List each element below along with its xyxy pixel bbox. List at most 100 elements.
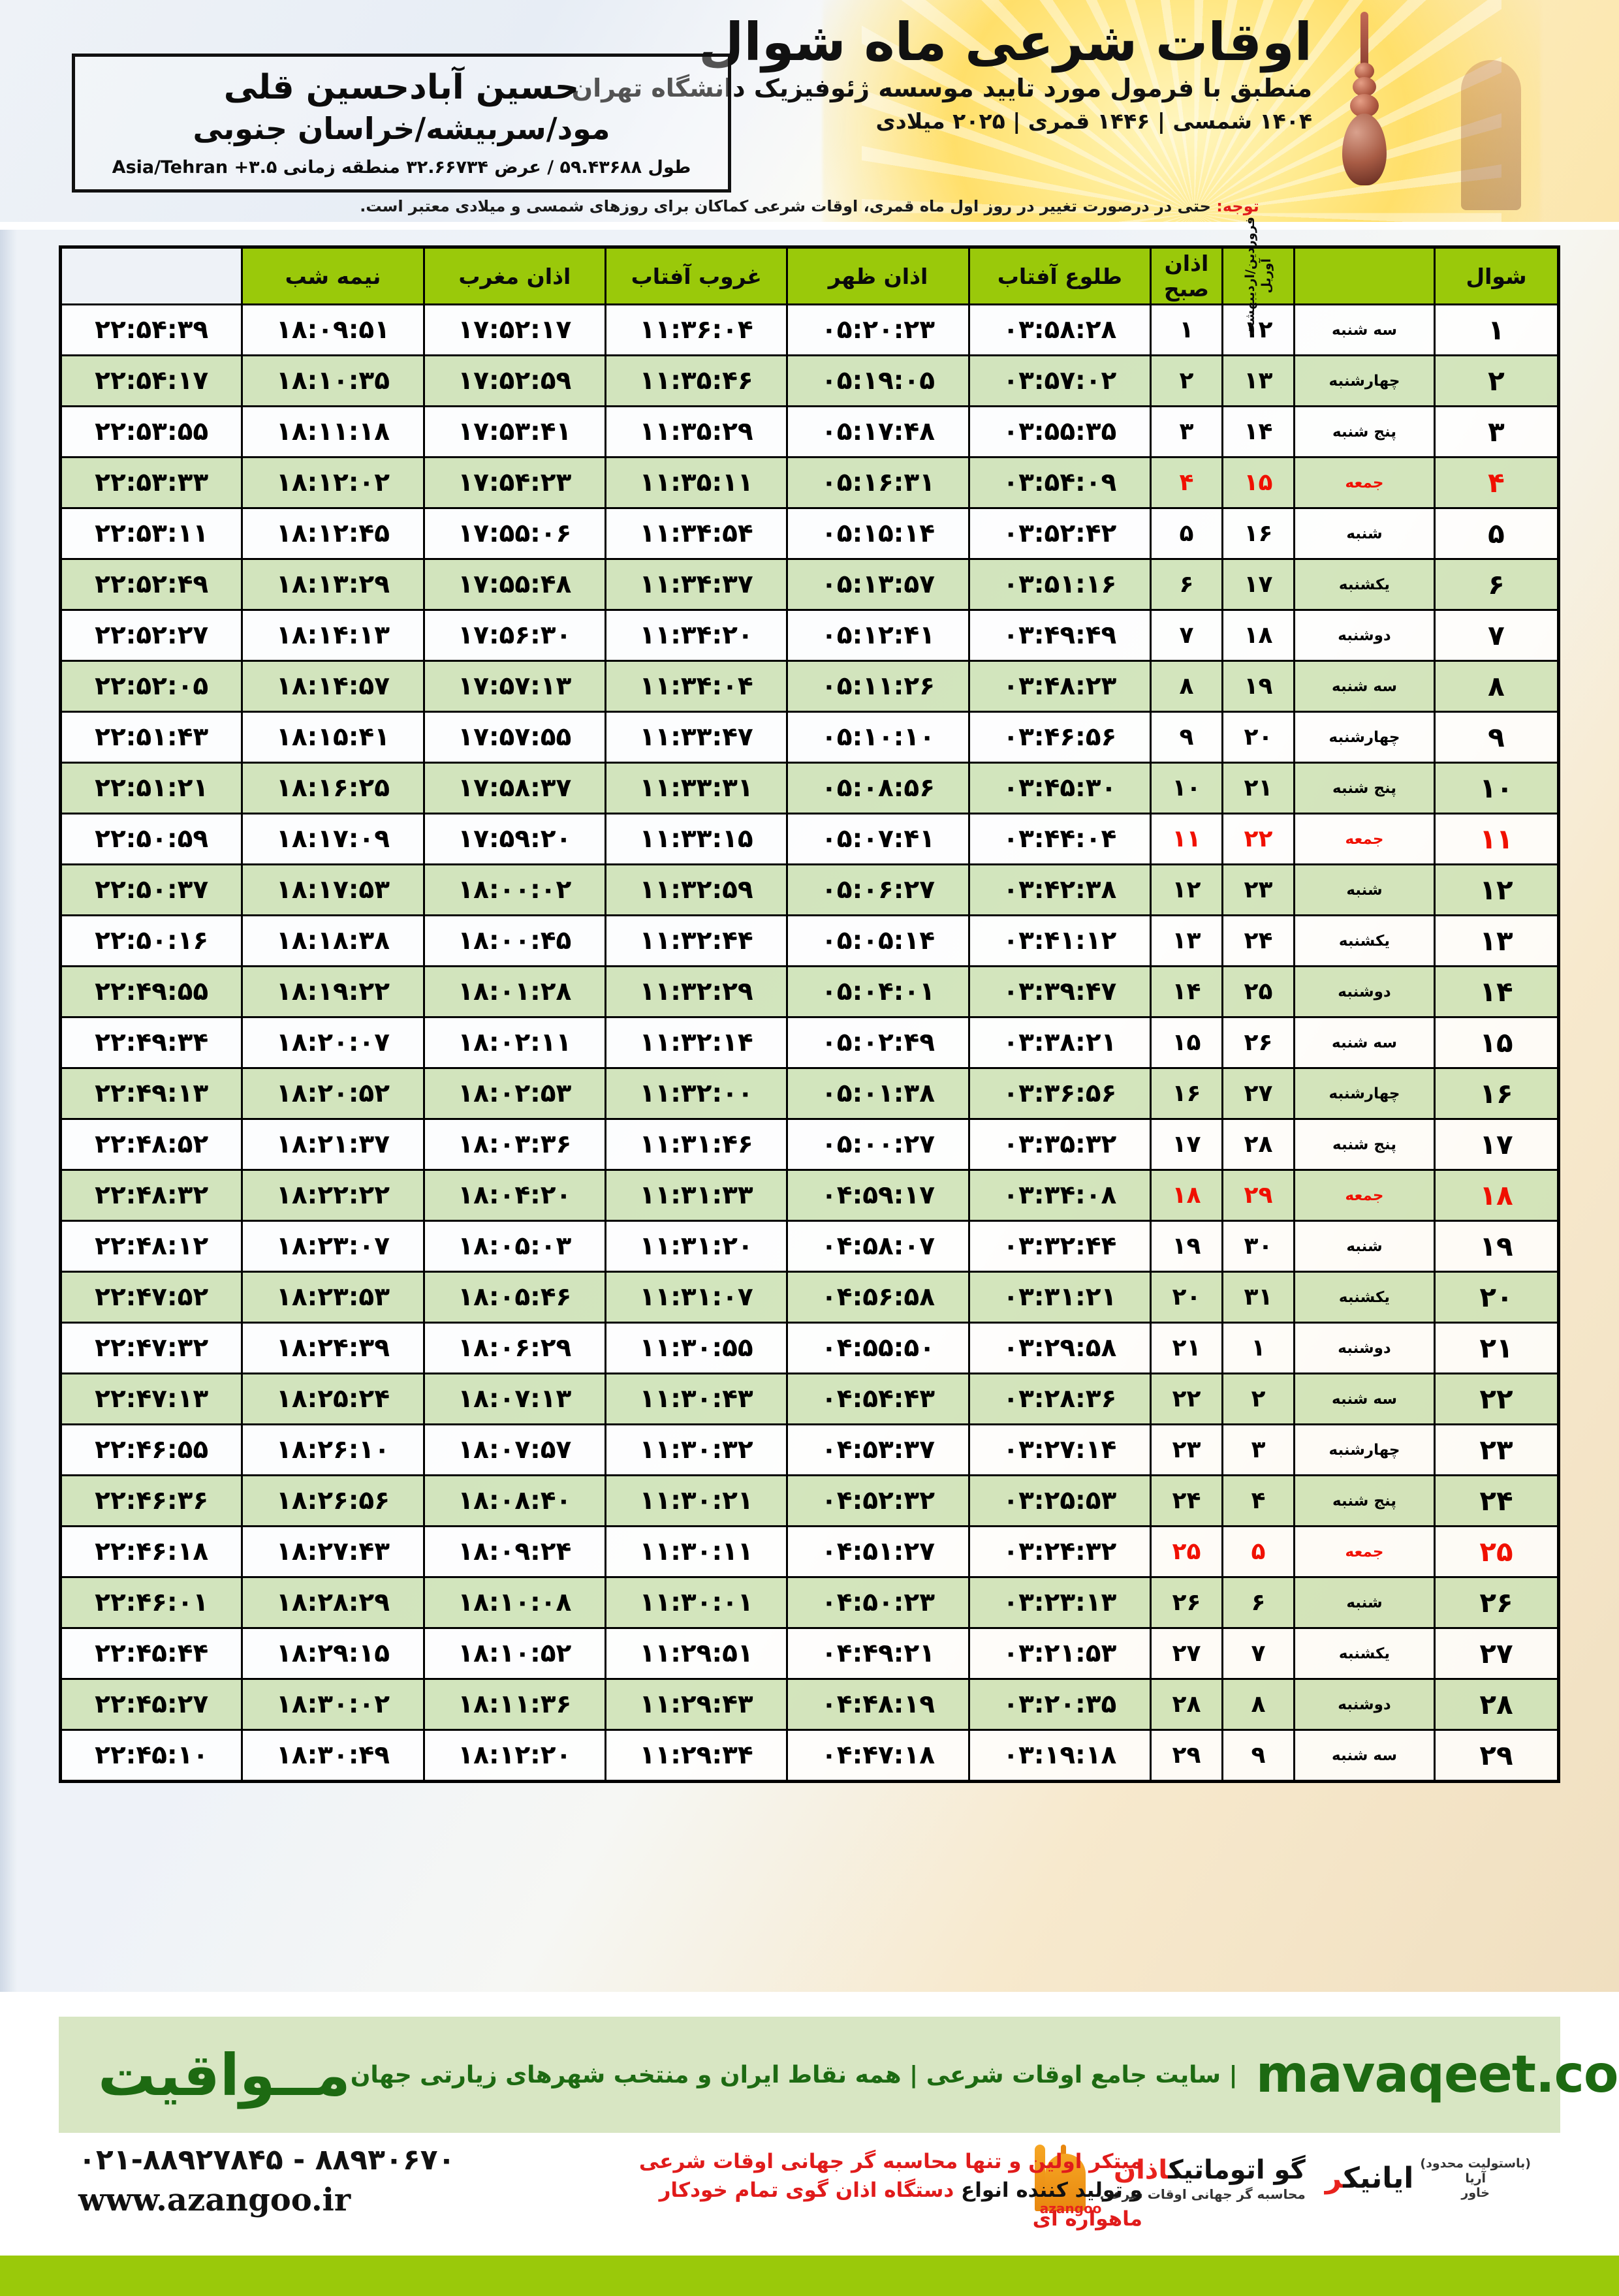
- cell-weekday: چهارشنبه: [1293, 711, 1436, 764]
- cell-weekday: شنبه: [1293, 507, 1436, 560]
- cell-solar: ۷: [1221, 1627, 1295, 1680]
- cell-dhuhr: ۱۱:۳۰:۲۱: [605, 1474, 789, 1527]
- page-title: اوقات شرعی ماه شوال: [699, 12, 1313, 72]
- table-row: ۳ پنج شنبه ۱۴ ۳ ۰۳:۵۵:۳۵ ۰۵:۱۷:۴۸ ۱۱:۳۵:۲۹ ۱۷:۵…: [59, 405, 1560, 458]
- cell-solar: ۴: [1221, 1474, 1295, 1527]
- cell-sunrise: ۰۵:۰۵:۱۴: [786, 914, 970, 967]
- cell-shawwal: ۱۷: [1434, 1118, 1560, 1171]
- mavaqeet-domain[interactable]: mavaqeet.com: [1255, 2045, 1619, 2104]
- table-row: ۵ شنبه ۱۶ ۵ ۰۳:۵۲:۴۲ ۰۵:۱۵:۱۴ ۱۱:۳۴:۵۴ ۱۷:۵۵:۰۶…: [59, 507, 1560, 560]
- table-row: ۲۳ چهارشنبه ۳ ۲۳ ۰۳:۲۷:۱۴ ۰۴:۵۳:۳۷ ۱۱:۳۰:۳۲ ۱۸:…: [59, 1423, 1560, 1476]
- cell-maghrib: ۱۸:۱۷:۰۹: [241, 813, 425, 865]
- cell-sunrise: ۰۴:۵۲:۳۲: [786, 1474, 970, 1527]
- cell-sunset: ۱۸:۰۰:۴۵: [422, 914, 607, 967]
- cell-solar: ۵: [1221, 1525, 1295, 1578]
- cell-fajr: ۰۳:۳۸:۲۱: [967, 1016, 1152, 1069]
- cell-dhuhr: ۱۱:۳۰:۱۱: [605, 1525, 789, 1578]
- rayanic-name-red: ر: [1325, 2162, 1344, 2195]
- azangoo-subtitle: محاسبه گر جهانی اوقات شرعی: [1099, 2186, 1306, 2202]
- cell-maghrib: ۱۸:۱۴:۵۷: [241, 660, 425, 713]
- table-row: ۲۹ سه شنبه ۹ ۲۹ ۰۳:۱۹:۱۸ ۰۴:۴۷:۱۸ ۱۱:۲۹:۳۴ ۱۸:۱…: [59, 1729, 1560, 1782]
- cell-shawwal: ۲۷: [1434, 1627, 1560, 1680]
- left-edge-decoration: [0, 230, 17, 1992]
- table-row: ۱۱ جمعه ۲۲ ۱۱ ۰۳:۴۴:۰۴ ۰۵:۰۷:۴۱ ۱۱:۳۳:۱۵ ۱۷:۵۹:…: [59, 813, 1560, 865]
- cell-midnight: ۲۲:۴۷:۵۲: [59, 1271, 244, 1324]
- cell-midnight: ۲۲:۵۰:۵۹: [59, 813, 244, 865]
- cell-sunrise: ۰۴:۵۸:۰۷: [786, 1220, 970, 1273]
- location-coordinates: طول ۵۹.۴۳۶۸۸ / عرض ۳۲.۶۶۷۳۴ منطقه زمانی …: [112, 157, 691, 178]
- cell-fajr: ۰۳:۴۶:۵۶: [967, 711, 1152, 764]
- azangoo-title-rest: گو اتوماتیک: [1168, 2155, 1306, 2185]
- mavaqeet-brand: مــواقیت: [98, 2041, 351, 2109]
- table-row: ۹ چهارشنبه ۲۰ ۹ ۰۳:۴۶:۵۶ ۰۵:۱۰:۱۰ ۱۱:۳۳:۴۷ ۱۷:۵…: [59, 711, 1560, 764]
- cell-greg: ۱۴: [1150, 965, 1223, 1018]
- cell-solar: ۱۴: [1221, 405, 1295, 458]
- cell-sunrise: ۰۴:۵۰:۲۳: [786, 1576, 970, 1629]
- cell-maghrib: ۱۸:۲۰:۵۲: [241, 1067, 425, 1120]
- cell-sunset: ۱۷:۵۲:۱۷: [422, 303, 607, 356]
- cell-fajr: ۰۳:۵۱:۱۶: [967, 558, 1152, 611]
- cell-midnight: ۲۲:۵۰:۳۷: [59, 863, 244, 916]
- footer-green-bar: [0, 2256, 1619, 2296]
- azangoo-mosque-icon: azangoo: [1034, 2145, 1101, 2216]
- cell-solar: ۲۴: [1221, 914, 1295, 967]
- cell-fajr: ۰۳:۴۲:۳۸: [967, 863, 1152, 916]
- cell-weekday: یکشنبه: [1293, 914, 1436, 967]
- location-name: حسین آبادحسین قلی: [223, 68, 580, 107]
- cell-midnight: ۲۲:۵۳:۱۱: [59, 507, 244, 560]
- cell-dhuhr: ۱۱:۳۲:۰۰: [605, 1067, 789, 1120]
- cell-fajr: ۰۳:۳۴:۰۸: [967, 1169, 1152, 1222]
- cell-sunset: ۱۸:۰۴:۲۰: [422, 1169, 607, 1222]
- note-line: توجه: حتی در درصورت تغییر در روز اول ماه…: [0, 197, 1619, 215]
- cell-midnight: ۲۲:۵۳:۵۵: [59, 405, 244, 458]
- cell-fajr: ۰۳:۴۹:۴۹: [967, 609, 1152, 662]
- cell-fajr: ۰۳:۳۱:۲۱: [967, 1271, 1152, 1324]
- cell-fajr: ۰۳:۲۳:۱۳: [967, 1576, 1152, 1629]
- cell-shawwal: ۴: [1434, 456, 1560, 509]
- cell-maghrib: ۱۸:۱۷:۵۳: [241, 863, 425, 916]
- cell-dhuhr: ۱۱:۳۱:۰۷: [605, 1271, 789, 1324]
- footer-website[interactable]: www.azangoo.ir: [78, 2182, 351, 2218]
- cell-solar: ۲۶: [1221, 1016, 1295, 1069]
- cell-maghrib: ۱۸:۱۸:۳۸: [241, 914, 425, 967]
- cell-greg: ۱۵: [1150, 1016, 1223, 1069]
- cell-solar: ۲۰: [1221, 711, 1295, 764]
- light-rays-decoration: [862, 0, 1501, 222]
- cell-greg: ۱۰: [1150, 762, 1223, 814]
- cell-dhuhr: ۱۱:۳۲:۲۹: [605, 965, 789, 1018]
- cell-weekday: یکشنبه: [1293, 1271, 1436, 1324]
- cell-shawwal: ۱۵: [1434, 1016, 1560, 1069]
- cell-maghrib: ۱۸:۳۰:۴۹: [241, 1729, 425, 1782]
- cell-sunset: ۱۸:۰۹:۲۴: [422, 1525, 607, 1578]
- azangoo-logo: azangoo گو اتوماتیکاذان محاسبه گر جهانی …: [1034, 2145, 1306, 2216]
- table-row: ۱۹ شنبه ۳۰ ۱۹ ۰۳:۳۲:۴۴ ۰۴:۵۸:۰۷ ۱۱:۳۱:۲۰ ۱۸:۰۵:…: [59, 1220, 1560, 1273]
- cell-maghrib: ۱۸:۲۴:۳۹: [241, 1322, 425, 1374]
- cell-midnight: ۲۲:۴۹:۳۴: [59, 1016, 244, 1069]
- cell-dhuhr: ۱۱:۳۱:۴۶: [605, 1118, 789, 1171]
- cell-midnight: ۲۲:۵۲:۰۵: [59, 660, 244, 713]
- footer-phone: ۰۲۱-۸۸۹۲۷۸۴۵ - ۸۸۹۳۰۶۷۰: [78, 2143, 456, 2177]
- cell-dhuhr: ۱۱:۳۵:۴۶: [605, 354, 789, 407]
- cell-sunrise: ۰۵:۱۷:۴۸: [786, 405, 970, 458]
- sun-glow-decoration: [823, 0, 1541, 222]
- mosque-dome-icon: [1341, 12, 1389, 208]
- cell-sunrise: ۰۵:۰۰:۲۷: [786, 1118, 970, 1171]
- table-body: ۱ سه شنبه ۱۲ ۱ ۰۳:۵۸:۲۸ ۰۵:۲۰:۲۳ ۱۱:۳۶:۰۴ ۱۷:۵۲…: [59, 303, 1560, 1782]
- cell-sunrise: ۰۴:۵۱:۲۷: [786, 1525, 970, 1578]
- cell-solar: ۲۸: [1221, 1118, 1295, 1171]
- cell-fajr: ۰۳:۳۹:۴۷: [967, 965, 1152, 1018]
- table-row: ۲۷ یکشنبه ۷ ۲۷ ۰۳:۲۱:۵۳ ۰۴:۴۹:۲۱ ۱۱:۲۹:۵۱ ۱۸:۱۰…: [59, 1627, 1560, 1680]
- table-row: ۲۵ جمعه ۵ ۲۵ ۰۳:۲۴:۳۲ ۰۴:۵۱:۲۷ ۱۱:۳۰:۱۱ ۱۸:۰۹:۲…: [59, 1525, 1560, 1578]
- cell-dhuhr: ۱۱:۲۹:۵۱: [605, 1627, 789, 1680]
- cell-shawwal: ۱۱: [1434, 813, 1560, 865]
- cell-dhuhr: ۱۱:۳۱:۳۳: [605, 1169, 789, 1222]
- cell-sunrise: ۰۵:۱۰:۱۰: [786, 711, 970, 764]
- cell-shawwal: ۲۶: [1434, 1576, 1560, 1629]
- page-subtitle: منطبق با فرمول مورد تایید موسسه ژئوفیزیک…: [571, 74, 1312, 103]
- cell-maghrib: ۱۸:۲۷:۴۳: [241, 1525, 425, 1578]
- cell-weekday: سه شنبه: [1293, 1373, 1436, 1425]
- cell-dhuhr: ۱۱:۳۲:۱۴: [605, 1016, 789, 1069]
- cell-weekday: دوشنبه: [1293, 965, 1436, 1018]
- table-row: ۲۰ یکشنبه ۳۱ ۲۰ ۰۳:۳۱:۲۱ ۰۴:۵۶:۵۸ ۱۱:۳۱:۰۷ ۱۸:۰…: [59, 1271, 1560, 1324]
- cell-solar: ۳۰: [1221, 1220, 1295, 1273]
